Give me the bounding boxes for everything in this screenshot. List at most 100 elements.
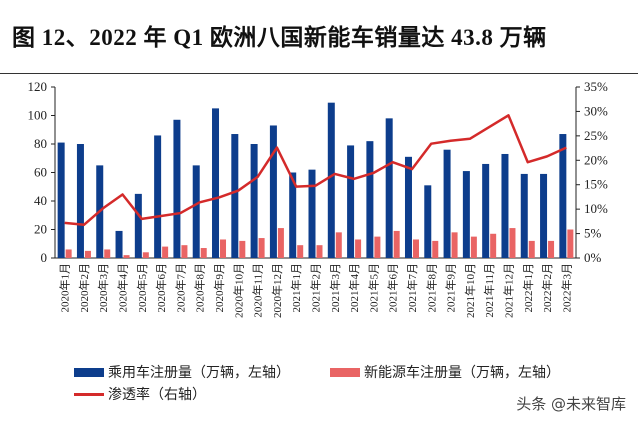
legend-label: 乘用车注册量（万辆，左轴） — [108, 365, 290, 381]
right-tick-label: 5% — [584, 226, 602, 241]
bar-passenger — [192, 165, 200, 258]
x-tick-label: 2021年5月 — [366, 263, 380, 313]
bar-nev — [162, 246, 169, 258]
bar-passenger — [559, 134, 567, 258]
bar-nev — [355, 239, 362, 258]
watermark: 头条 @未来智库 — [516, 395, 626, 413]
left-tick-label: 60 — [34, 165, 47, 180]
bar-nev — [65, 249, 72, 258]
bar-nev — [509, 228, 516, 258]
left-tick-label: 100 — [28, 108, 48, 123]
x-tick-label: 2020年7月 — [173, 263, 187, 313]
right-tick-label: 0% — [584, 250, 602, 265]
bar-nev — [297, 245, 304, 258]
bar-passenger — [404, 156, 412, 258]
x-tick-label: 2020年1月 — [58, 263, 72, 313]
bar-passenger — [154, 135, 162, 258]
legend-item-passenger: 乘用车注册量（万辆，左轴） — [74, 362, 290, 382]
right-tick-label: 25% — [584, 128, 608, 143]
bar-nev — [220, 239, 227, 258]
x-tick-label: 2022年1月 — [521, 263, 535, 313]
bar-nev — [181, 245, 188, 258]
bar-nev — [470, 236, 477, 258]
bar-nev — [490, 233, 497, 258]
bar-passenger — [501, 153, 509, 258]
bar-passenger — [462, 171, 470, 258]
left-tick-label: 120 — [28, 79, 48, 94]
bar-passenger — [327, 102, 335, 258]
bar-passenger — [212, 108, 220, 258]
bar-passenger — [540, 173, 548, 258]
bar-passenger — [308, 169, 316, 258]
x-tick-label: 2020年9月 — [212, 263, 226, 313]
bar-nev — [258, 238, 265, 258]
x-tick-label: 2021年11月 — [482, 263, 496, 318]
x-tick-label: 2021年7月 — [405, 263, 419, 313]
bar-passenger — [76, 144, 84, 258]
bar-nev — [142, 252, 149, 258]
bar-nev — [335, 232, 342, 258]
bar-passenger — [250, 144, 258, 258]
legend-item-penetration: 渗透率（右轴） — [74, 384, 206, 404]
bar-nev — [239, 240, 246, 258]
right-tick-label: 10% — [584, 201, 608, 216]
legend-label: 新能源车注册量（万辆，左轴） — [364, 365, 560, 381]
bar-nev — [374, 236, 381, 258]
bar-passenger — [134, 193, 142, 258]
x-tick-label: 2021年3月 — [328, 263, 342, 313]
x-tick-label: 2021年4月 — [347, 263, 361, 313]
bar-nev — [548, 240, 555, 258]
bar-passenger — [385, 118, 393, 258]
bar-passenger — [289, 172, 297, 258]
bar-nev — [451, 232, 458, 258]
bar-passenger — [443, 149, 451, 258]
x-tick-label: 2021年6月 — [386, 263, 400, 313]
bar-passenger — [269, 125, 277, 258]
x-tick-label: 2021年12月 — [501, 263, 515, 318]
bar-passenger — [520, 173, 528, 258]
right-tick-label: 15% — [584, 177, 608, 192]
chart-title: 图 12、2022 年 Q1 欧洲八国新能车销量达 43.8 万辆 — [12, 25, 547, 50]
x-tick-label: 2020年10月 — [231, 263, 245, 318]
bar-nev — [432, 240, 439, 258]
x-tick-label: 2020年6月 — [154, 263, 168, 313]
bar-nev — [200, 248, 207, 258]
x-tick-label: 2020年12月 — [270, 263, 284, 318]
x-tick-label: 2020年2月 — [77, 263, 91, 313]
bar-passenger — [57, 142, 65, 258]
legend-swatch-nev — [330, 367, 360, 377]
left-tick-label: 20 — [34, 222, 47, 237]
legend-swatch-penetration — [74, 392, 104, 396]
x-tick-label: 2022年3月 — [559, 263, 573, 313]
bar-nev — [84, 250, 91, 258]
x-tick-label: 2020年11月 — [251, 263, 265, 318]
legend-item-nev: 新能源车注册量（万辆，左轴） — [330, 362, 560, 382]
left-tick-label: 40 — [34, 193, 47, 208]
x-tick-label: 2021年10月 — [463, 263, 477, 318]
x-tick-label: 2020年8月 — [193, 263, 207, 313]
x-tick-label: 2021年8月 — [424, 263, 438, 313]
bar-passenger — [115, 230, 123, 258]
legend-swatch-passenger — [74, 367, 104, 377]
right-tick-label: 35% — [584, 79, 608, 94]
left-tick-label: 80 — [34, 136, 47, 151]
bar-nev — [412, 239, 419, 258]
bar-nev — [567, 229, 574, 258]
legend-label: 渗透率（右轴） — [108, 387, 206, 403]
title-divider — [0, 73, 638, 74]
bar-passenger — [231, 134, 239, 258]
bar-nev — [277, 228, 284, 258]
x-tick-label: 2020年3月 — [96, 263, 110, 313]
left-tick-label: 0 — [41, 250, 48, 265]
bar-passenger — [424, 185, 432, 258]
right-tick-label: 20% — [584, 152, 608, 167]
bar-passenger — [347, 145, 355, 258]
x-tick-label: 2022年2月 — [540, 263, 554, 313]
bar-nev — [393, 230, 400, 258]
x-tick-label: 2020年5月 — [135, 263, 149, 313]
x-tick-label: 2020年4月 — [116, 263, 130, 313]
bar-passenger — [366, 141, 374, 258]
bar-nev — [316, 245, 323, 258]
bar-nev — [123, 255, 130, 258]
